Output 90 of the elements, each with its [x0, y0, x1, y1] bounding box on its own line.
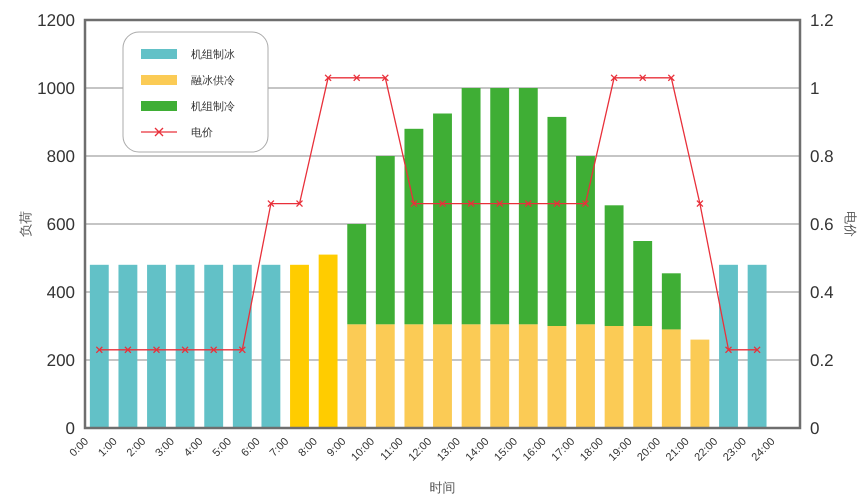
- y-tick-label: 0: [66, 419, 75, 438]
- y2-tick-label: 0.4: [810, 283, 834, 302]
- point: [267, 200, 275, 208]
- bar: [719, 264, 738, 428]
- point: [438, 200, 446, 208]
- point: [724, 346, 732, 354]
- point: [668, 74, 675, 82]
- point: [410, 200, 418, 208]
- y2-tick-label: 1.2: [810, 11, 834, 30]
- point: [467, 200, 475, 208]
- x-tick-label: 9:00: [324, 436, 349, 460]
- bar: [376, 324, 395, 428]
- bar: [404, 128, 424, 324]
- bar: [204, 264, 224, 428]
- bar: [748, 264, 767, 428]
- x-tick-label: 1:00: [96, 436, 120, 460]
- point: [382, 74, 389, 82]
- point: [753, 346, 761, 354]
- point: [610, 74, 618, 82]
- x-tick-label: 5:00: [210, 436, 234, 460]
- point: [296, 200, 304, 208]
- point: [181, 346, 189, 354]
- y-tick-label: 1200: [37, 11, 75, 30]
- x-axis-title: 时间: [430, 480, 456, 495]
- bar: [147, 264, 166, 428]
- bar: [462, 324, 481, 428]
- bar: [633, 241, 652, 326]
- point: [353, 74, 360, 82]
- bar: [604, 205, 624, 326]
- bar: [518, 324, 538, 428]
- bar: [433, 324, 452, 428]
- bar: [490, 324, 510, 428]
- point: [324, 74, 332, 82]
- legend-label: 电价: [191, 126, 213, 139]
- bar: [518, 88, 538, 324]
- bar: [547, 116, 566, 326]
- point: [496, 200, 504, 208]
- legend-label: 机组制冰: [191, 48, 235, 61]
- y2-axis-title: 电价: [843, 211, 857, 237]
- bar: [290, 264, 309, 428]
- bar: [462, 88, 481, 324]
- point: [238, 346, 246, 354]
- y-tick-label: 600: [46, 215, 75, 234]
- bar: [576, 324, 595, 428]
- x-tick-label: 6:00: [239, 436, 263, 460]
- bar: [662, 329, 681, 428]
- bar: [604, 326, 624, 428]
- bar: [232, 264, 252, 428]
- bar: [404, 324, 424, 428]
- bar: [576, 156, 595, 324]
- bar: [662, 273, 681, 330]
- y2-tick-label: 0.8: [810, 147, 834, 166]
- x-tick-label: 4:00: [182, 436, 206, 460]
- legend-label: 融冰供冷: [191, 74, 235, 87]
- bar: [118, 264, 138, 428]
- point: [582, 200, 590, 208]
- point: [210, 346, 218, 354]
- bar: [347, 224, 366, 324]
- x-tick-label: 3:00: [153, 436, 177, 460]
- bar: [176, 264, 195, 428]
- y2-tick-label: 0.2: [810, 351, 834, 370]
- point: [639, 74, 646, 82]
- y2-tick-label: 0.6: [810, 215, 834, 234]
- bar: [347, 324, 366, 428]
- point: [553, 200, 561, 208]
- y2-tick-label: 1: [810, 79, 820, 98]
- y-tick-label: 200: [46, 351, 75, 370]
- point: [152, 346, 160, 354]
- y-axis-title: 负荷: [18, 211, 33, 237]
- y-tick-label: 800: [46, 147, 75, 166]
- bar: [90, 264, 109, 428]
- y2-tick-label: 0: [810, 419, 820, 438]
- bar: [490, 88, 510, 324]
- point: [524, 200, 532, 208]
- x-tick-label: 0:00: [67, 436, 92, 460]
- x-tick-label: 7:00: [268, 436, 292, 460]
- x-tick-label: 8:00: [296, 436, 320, 460]
- bar: [547, 326, 566, 428]
- bar: [433, 114, 452, 324]
- y-tick-label: 1000: [37, 79, 75, 98]
- bar: [261, 264, 280, 428]
- y-tick-label: 400: [46, 283, 75, 302]
- point: [96, 346, 103, 354]
- bar: [633, 326, 652, 428]
- point: [124, 346, 132, 354]
- legend-label: 机组制冷: [191, 100, 235, 113]
- bar: [318, 254, 338, 428]
- bar: [376, 156, 395, 324]
- bar: [690, 340, 710, 428]
- point: [696, 200, 704, 208]
